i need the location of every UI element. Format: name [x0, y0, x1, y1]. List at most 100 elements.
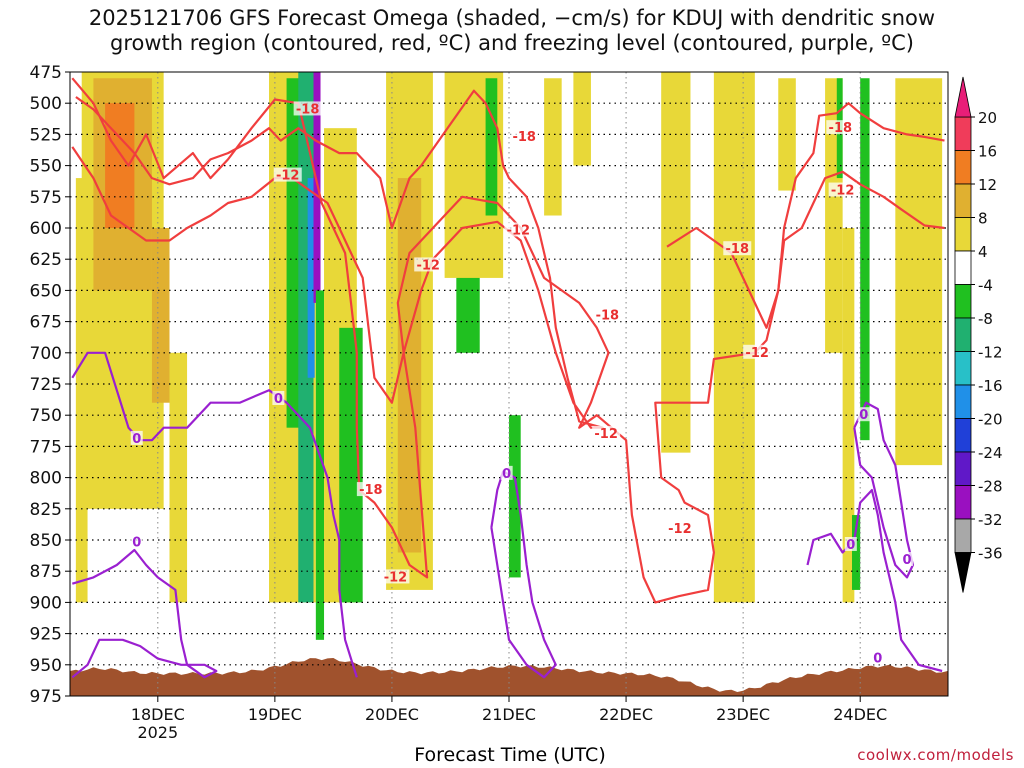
- colorbar-label: 20: [978, 109, 997, 127]
- contour-label-bg: [844, 536, 857, 551]
- omega-band-11: [315, 290, 325, 640]
- colorbar-label: 4: [978, 243, 988, 261]
- colorbar-swatch: [954, 183, 972, 218]
- y-tick-label: 950: [30, 656, 62, 676]
- colorbar-label: -16: [978, 377, 1003, 395]
- contour-label-bg: [723, 241, 752, 256]
- colorbar-label: -8: [978, 310, 993, 328]
- x-tick-label: 24DEC: [833, 705, 887, 724]
- colorbar-label: -28: [978, 478, 1003, 496]
- contour-label-bg: [510, 128, 539, 143]
- contour-label-bg: [356, 482, 385, 497]
- y-tick-label: 575: [30, 188, 62, 208]
- contour-label: 0: [846, 538, 855, 553]
- colorbar-swatch: [954, 518, 972, 553]
- x-axis-title: Forecast Time (UTC): [414, 744, 606, 766]
- contour-label: -18: [726, 242, 750, 257]
- colorbar-swatch: [954, 384, 972, 419]
- contour-freezing-level-east: [806, 489, 943, 673]
- contour-label: -18: [512, 130, 536, 145]
- contour-label-bg: [857, 407, 870, 422]
- y-tick-label: 625: [30, 250, 62, 270]
- x-tick-sublabel: 2025: [137, 723, 178, 742]
- contour-label: 0: [859, 408, 868, 423]
- x-tick-label: 18DEC: [131, 705, 185, 724]
- y-tick-label: 700: [30, 344, 62, 364]
- omega-band-22: [661, 72, 691, 453]
- omega-band-24: [778, 78, 796, 191]
- omega-band-23: [713, 72, 755, 603]
- contour-dgz-cold-boundary: [71, 89, 604, 429]
- contour-label-bg: [504, 222, 533, 237]
- contour-label-bg: [592, 425, 621, 440]
- y-tick-label: 850: [30, 531, 62, 551]
- contour-label-bg: [414, 257, 443, 272]
- colorbar-swatch: [954, 317, 972, 352]
- contour-label: -12: [416, 258, 440, 273]
- contour-label: -12: [594, 427, 618, 442]
- omega-band-19: [509, 415, 521, 578]
- x-tick-label: 19DEC: [248, 705, 302, 724]
- y-tick-label: 875: [30, 562, 62, 582]
- contour-label: -12: [384, 570, 408, 585]
- y-tick-label: 800: [30, 469, 62, 489]
- colorbar-label: -20: [978, 411, 1003, 429]
- omega-band-9: [307, 178, 315, 378]
- contour-label: -12: [831, 184, 855, 199]
- credit-link[interactable]: coolwx.com/models: [857, 746, 1014, 764]
- x-tick-label: 20DEC: [365, 705, 419, 724]
- contour-label: 0: [132, 535, 141, 550]
- contour-label-bg: [500, 465, 513, 480]
- colorbar-label: -32: [978, 511, 1003, 529]
- colorbar: 20 16 12 8 4 -4 -8 -12 -16 -20 -24 -28 -32 -36: [954, 76, 1003, 593]
- contour-label: -18: [359, 483, 383, 498]
- colorbar-swatch: [954, 451, 972, 486]
- contour-label-bg: [273, 167, 302, 182]
- y-tick-label: 775: [30, 437, 62, 457]
- y-tick-label: 475: [30, 63, 62, 83]
- omega-band-27: [860, 78, 870, 441]
- omega-band-15: [397, 178, 422, 553]
- contour-label: -18: [596, 308, 620, 323]
- y-tick-label: 675: [30, 313, 62, 333]
- contour-label: -12: [745, 346, 769, 361]
- contour-label-bg: [828, 182, 857, 197]
- contour-label: -12: [507, 223, 531, 238]
- contour-label: 0: [873, 652, 882, 667]
- contour-label-bg: [901, 551, 914, 566]
- colorbar-label: -36: [978, 545, 1003, 563]
- y-tick-label: 975: [30, 687, 62, 707]
- contour-label-layer: 0 0 0 0 0 0 0 0 -18 -12 -12 -18 -12 -18 -12 -18 -12 -12 -1…: [130, 101, 914, 667]
- chart-title: 2025121706 GFS Forecast Omega (shaded, −…: [88, 6, 936, 55]
- contour-label-bg: [381, 569, 410, 584]
- contour-label-bg: [826, 120, 855, 135]
- x-tick-label: 21DEC: [482, 705, 536, 724]
- y-tick-label: 600: [30, 219, 62, 239]
- y-tick-label: 900: [30, 593, 62, 613]
- y-tick-label: 725: [30, 375, 62, 395]
- omega-band-5: [169, 352, 188, 603]
- omega-band-28: [842, 228, 855, 603]
- contour-label-bg: [293, 101, 322, 116]
- contour-label: -12: [668, 522, 692, 537]
- colorbar-swatch: [954, 217, 972, 252]
- omega-band-21: [573, 72, 591, 166]
- omega-band-4: [75, 178, 88, 603]
- y-tick-label: 550: [30, 157, 62, 177]
- colorbar-label: 16: [978, 143, 997, 161]
- y-tick-label: 525: [30, 125, 62, 145]
- colorbar-swatch: [954, 250, 972, 285]
- colorbar-label: 12: [978, 176, 997, 194]
- colorbar-swatch: [954, 418, 972, 453]
- omega-band-18: [485, 78, 498, 216]
- contour-freezing-level-west: [71, 351, 358, 678]
- colorbar-swatch: [954, 116, 972, 151]
- grid-layer: [70, 72, 948, 696]
- x-tick-label: 22DEC: [599, 705, 653, 724]
- contour-label: 0: [502, 467, 511, 482]
- contour-layer: [71, 77, 945, 679]
- colorbar-swatch: [954, 150, 972, 185]
- colorbar-label: -24: [978, 444, 1003, 462]
